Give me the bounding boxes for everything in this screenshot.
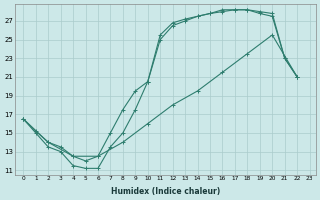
X-axis label: Humidex (Indice chaleur): Humidex (Indice chaleur) <box>111 187 220 196</box>
